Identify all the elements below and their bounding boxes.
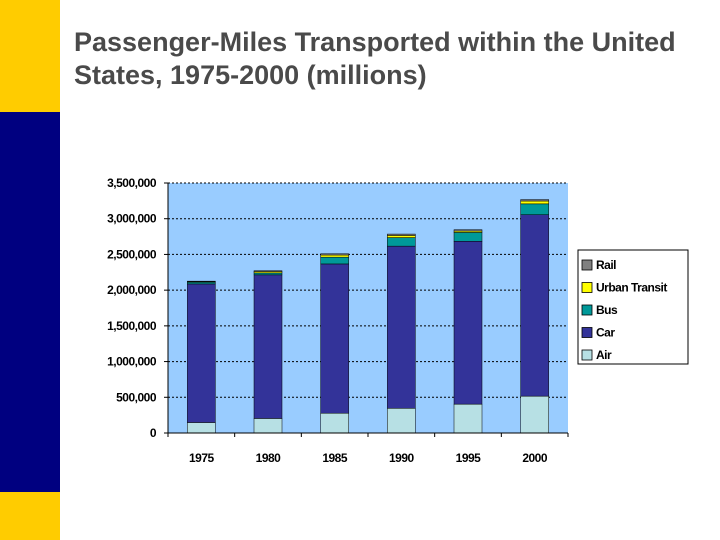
bar-segment-car <box>320 263 349 414</box>
bar-segment-car <box>187 283 216 423</box>
bar-segment-bus <box>320 256 349 265</box>
bar-segment-air <box>387 408 416 434</box>
bar-segment-air <box>453 403 483 434</box>
accent-bar-yellow-bottom <box>0 492 60 540</box>
bar-segment-bus <box>520 203 549 215</box>
legend-label: Car <box>596 326 615 340</box>
plot-area <box>168 183 568 433</box>
x-tick-label: 1985 <box>322 451 348 465</box>
bar-segment-car <box>520 214 549 397</box>
x-tick-label: 1980 <box>256 451 282 465</box>
accent-bar-yellow-top <box>0 0 60 112</box>
bar-segment-rail <box>453 229 483 232</box>
y-tick-label: 2,000,000 <box>107 283 157 297</box>
bar-segment-air <box>253 418 283 434</box>
x-tick-label: 1975 <box>189 451 215 465</box>
y-axis-tick-labels: 0 500,000 1,000,000 1,500,000 2,000,000 2,500… <box>107 176 157 440</box>
bar-segment-urban-transit <box>520 200 549 205</box>
y-tick-label: 0 <box>150 426 157 440</box>
bar-segment-air <box>320 412 349 434</box>
legend-label: Urban Transit <box>596 281 667 295</box>
bar-segment-air <box>187 422 216 434</box>
legend-swatch <box>581 304 593 316</box>
x-tick-label: 2000 <box>522 451 548 465</box>
x-tick-label: 1990 <box>389 451 415 465</box>
bar-segment-car <box>253 274 283 419</box>
y-tick-label: 500,000 <box>116 390 157 404</box>
y-tick-label: 3,500,000 <box>107 176 157 190</box>
y-tick-label: 1,000,000 <box>107 355 157 369</box>
bar-segment-rail <box>520 199 549 202</box>
bar-segment-bus <box>187 281 216 285</box>
bar-series <box>187 199 549 434</box>
bar-segment-air <box>520 395 549 434</box>
bar-segment-bus <box>253 272 283 276</box>
x-tick-label: 1995 <box>456 451 482 465</box>
legend-swatch <box>581 282 593 293</box>
y-tick-label: 1,500,000 <box>107 319 157 333</box>
y-tick-label: 3,000,000 <box>107 212 157 226</box>
bar-segment-bus <box>387 237 416 247</box>
axes <box>164 182 569 437</box>
legend-box <box>577 249 689 365</box>
legend-swatch <box>581 327 593 338</box>
legend-label: Rail <box>596 258 616 272</box>
slide-title: Passenger-Miles Transported within the U… <box>74 27 676 90</box>
bar-segment-rail <box>253 270 283 272</box>
bar-segment-urban-transit <box>320 254 349 258</box>
bar-segment-rail <box>387 233 416 236</box>
x-axis-tick-labels: 1975 1980 1985 1990 1995 2000 <box>189 451 548 465</box>
legend-swatch <box>581 349 593 361</box>
legend-label: Bus <box>596 303 618 317</box>
bar-segment-car <box>453 241 483 405</box>
gridlines <box>168 182 568 398</box>
bar-segment-bus <box>453 232 483 242</box>
bar-segment-rail <box>320 253 349 256</box>
legend-swatch <box>581 259 593 271</box>
legend: Rail Urban Transit Bus Car Air <box>577 249 689 365</box>
y-tick-label: 2,500,000 <box>107 247 157 261</box>
bar-segment-car <box>387 245 416 409</box>
accent-bar-navy <box>0 112 60 492</box>
legend-label: Air <box>596 348 612 362</box>
bar-segment-urban-transit <box>387 235 416 238</box>
